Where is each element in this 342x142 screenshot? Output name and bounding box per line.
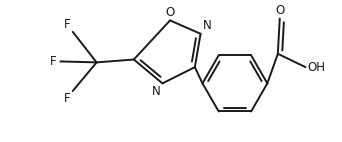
Text: N: N bbox=[152, 85, 160, 98]
Text: F: F bbox=[50, 55, 56, 68]
Text: OH: OH bbox=[307, 61, 326, 74]
Text: F: F bbox=[64, 18, 71, 31]
Text: O: O bbox=[166, 6, 175, 19]
Text: N: N bbox=[202, 19, 211, 32]
Text: O: O bbox=[275, 4, 285, 17]
Text: F: F bbox=[64, 92, 71, 105]
